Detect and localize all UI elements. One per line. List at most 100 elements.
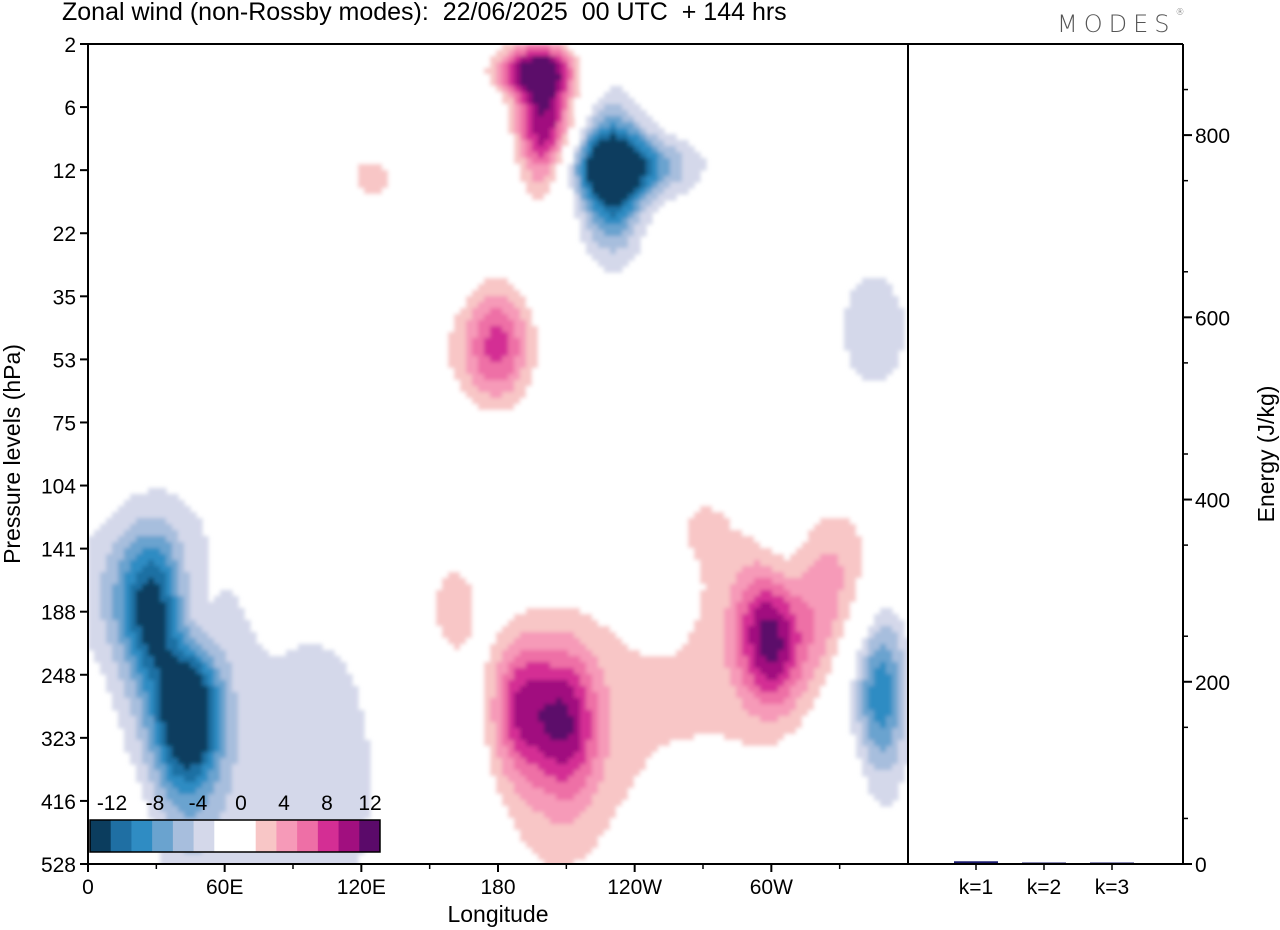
contour-cell xyxy=(172,728,179,735)
contour-cell xyxy=(622,590,629,597)
contour-cell xyxy=(562,140,569,147)
contour-cell xyxy=(190,584,197,591)
contour-cell xyxy=(526,362,533,369)
contour-cell xyxy=(232,734,239,741)
contour-cell xyxy=(202,608,209,615)
contour-cell xyxy=(652,782,659,789)
contour-cell xyxy=(550,86,557,93)
contour-cell xyxy=(154,578,161,585)
contour-cell xyxy=(526,200,533,207)
contour-cell xyxy=(124,152,131,159)
contour-cell xyxy=(460,656,467,663)
contour-cell xyxy=(130,722,137,729)
contour-cell xyxy=(610,236,617,243)
contour-cell xyxy=(604,740,611,747)
contour-cell xyxy=(358,770,365,777)
contour-cell xyxy=(316,806,323,813)
contour-cell xyxy=(244,626,251,633)
contour-cell xyxy=(622,782,629,789)
contour-cell xyxy=(190,638,197,645)
contour-cell xyxy=(112,596,119,603)
contour-cell xyxy=(520,836,527,843)
contour-cell xyxy=(418,344,425,351)
contour-cell xyxy=(478,326,485,333)
contour-cell xyxy=(532,602,539,609)
contour-cell xyxy=(112,572,119,579)
contour-cell xyxy=(562,572,569,579)
contour-cell xyxy=(136,146,143,153)
contour-cell xyxy=(148,596,155,603)
contour-cell xyxy=(538,794,545,801)
contour-cell xyxy=(610,782,617,789)
contour-cell xyxy=(508,650,515,657)
contour-cell xyxy=(640,626,647,633)
contour-cell xyxy=(166,644,173,651)
contour-cell xyxy=(232,812,239,819)
contour-cell xyxy=(538,152,545,159)
contour-cell xyxy=(250,662,257,669)
contour-cell xyxy=(340,746,347,753)
contour-cell xyxy=(496,638,503,645)
contour-cell xyxy=(640,656,647,663)
contour-cell xyxy=(616,740,623,747)
contour-cell xyxy=(598,752,605,759)
contour-cell xyxy=(652,716,659,723)
contour-cell xyxy=(652,740,659,747)
contour-cell xyxy=(442,350,449,357)
contour-cell xyxy=(304,716,311,723)
contour-cell xyxy=(154,788,161,795)
contour-cell xyxy=(532,368,539,375)
contour-cell xyxy=(178,722,185,729)
contour-cell xyxy=(202,572,209,579)
contour-cell xyxy=(526,788,533,795)
contour-cell xyxy=(586,68,593,75)
contour-cell xyxy=(292,668,299,675)
contour-cell xyxy=(598,830,605,837)
contour-cell xyxy=(502,650,509,657)
contour-cell xyxy=(604,704,611,711)
contour-cell xyxy=(610,740,617,747)
contour-cell xyxy=(592,770,599,777)
contour-cell xyxy=(646,128,653,135)
contour-cell xyxy=(340,164,347,171)
contour-cell xyxy=(484,704,491,711)
contour-cell xyxy=(514,416,521,423)
contour-cell xyxy=(484,716,491,723)
contour-cell xyxy=(532,86,539,93)
contour-cell xyxy=(634,164,641,171)
contour-cell xyxy=(316,746,323,753)
contour-cell xyxy=(184,560,191,567)
contour-cell xyxy=(616,674,623,681)
contour-cell xyxy=(604,224,611,231)
contour-cell xyxy=(220,746,227,753)
contour-cell xyxy=(322,728,329,735)
contour-cell xyxy=(658,512,665,519)
contour-cell xyxy=(226,734,233,741)
contour-cell xyxy=(334,674,341,681)
contour-cell xyxy=(166,596,173,603)
contour-cell xyxy=(460,626,467,633)
contour-cell xyxy=(430,320,437,327)
contour-cell xyxy=(238,854,245,861)
contour-cell xyxy=(112,542,119,549)
contour-cell xyxy=(430,578,437,585)
contour-cell xyxy=(466,644,473,651)
contour-cell xyxy=(136,548,143,555)
contour-cell xyxy=(646,194,653,201)
contour-cell xyxy=(502,824,509,831)
contour-cell xyxy=(652,134,659,141)
contour-cell xyxy=(514,164,521,171)
contour-cell xyxy=(184,680,191,687)
contour-cell xyxy=(154,500,161,507)
contour-cell xyxy=(160,770,167,777)
contour-cell xyxy=(574,764,581,771)
contour-cell xyxy=(550,212,557,219)
contour-cell xyxy=(592,716,599,723)
contour-cell xyxy=(172,494,179,501)
contour-cell xyxy=(592,740,599,747)
contour-cell xyxy=(520,686,527,693)
contour-cell xyxy=(532,686,539,693)
contour-cell xyxy=(310,854,317,861)
contour-cell xyxy=(538,146,545,153)
contour-cell xyxy=(460,374,467,381)
